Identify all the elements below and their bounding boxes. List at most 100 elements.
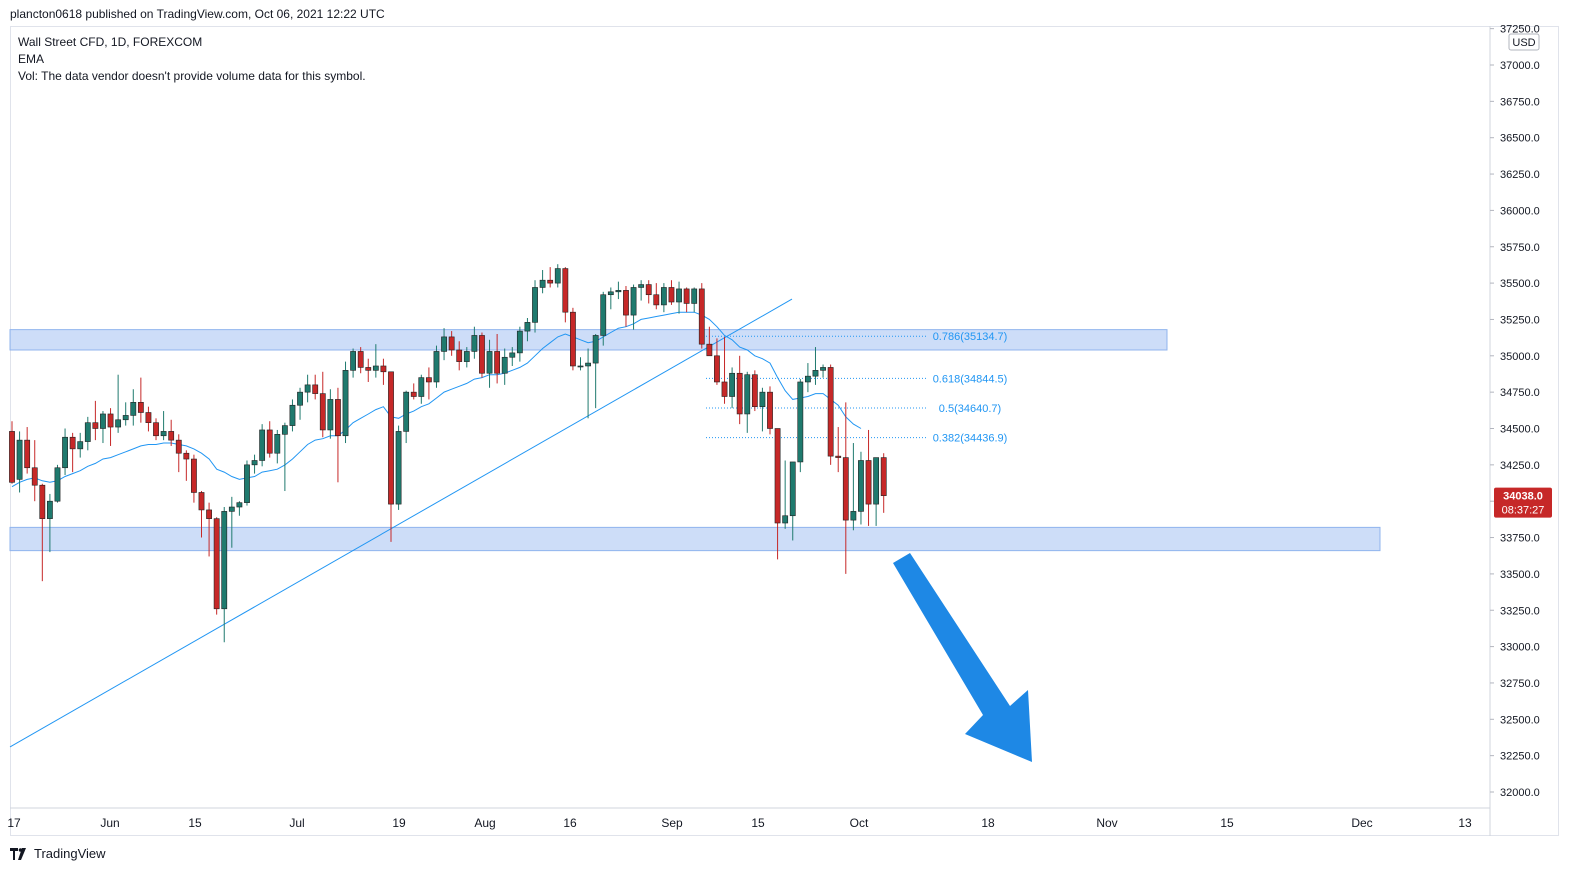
candle-body [751, 374, 758, 407]
candle-body [69, 436, 76, 450]
trendline [9, 298, 793, 748]
candle [736, 355, 743, 425]
candle [865, 429, 872, 526]
candle [873, 457, 880, 526]
candle-body [774, 428, 781, 524]
candle-body [327, 399, 334, 431]
candle-body [789, 461, 796, 517]
y-tick-label: 35250.0 [1500, 314, 1540, 326]
candle [274, 429, 281, 464]
candle [585, 348, 591, 419]
candle-body [266, 429, 273, 454]
candle-body [403, 391, 410, 432]
candle-body [653, 294, 660, 306]
candle [486, 339, 493, 388]
candle [721, 336, 728, 404]
candle [297, 387, 303, 420]
candle-body [479, 335, 485, 374]
candle-body [516, 330, 523, 354]
candle-body [380, 365, 387, 373]
candle [653, 283, 660, 310]
candle [244, 460, 250, 506]
x-tick-label: 13 [1458, 816, 1472, 830]
candle [554, 264, 561, 288]
candle [46, 493, 53, 553]
candle-body [312, 384, 319, 394]
candle [39, 483, 46, 582]
candle [706, 326, 713, 357]
candle [683, 287, 690, 313]
candle-body [706, 343, 713, 357]
candle-body [767, 391, 773, 429]
x-tick-label: 16 [563, 816, 577, 830]
candle [516, 326, 523, 362]
y-tick-label: 33250.0 [1500, 605, 1540, 617]
candle-body [289, 404, 296, 426]
tradingview-logo[interactable]: TradingView [10, 846, 106, 861]
y-tick-label: 32250.0 [1500, 751, 1540, 763]
candle-body [335, 399, 341, 437]
candle-body [16, 439, 23, 480]
candles [9, 264, 887, 643]
candle-body [342, 370, 349, 437]
candle-body [607, 291, 614, 296]
y-tick-label: 34500.0 [1500, 424, 1540, 436]
candle [153, 418, 159, 441]
x-tick-label: Oct [850, 816, 869, 830]
last-price-label: 34038.0 [1503, 491, 1543, 503]
candle-body [827, 367, 834, 457]
candle [820, 364, 826, 378]
candle [797, 379, 804, 473]
candle-body [623, 290, 629, 316]
candle-body [782, 515, 789, 524]
candle [744, 371, 751, 433]
y-tick-label: 36000.0 [1500, 205, 1540, 217]
brand-label: TradingView [34, 846, 106, 861]
candle-body [372, 365, 379, 371]
candle [259, 424, 266, 467]
candle [115, 374, 122, 433]
candle [191, 454, 197, 503]
candle-body [357, 351, 364, 368]
candle-body [244, 464, 250, 503]
candle-body [191, 458, 197, 493]
candle-body [547, 279, 554, 284]
y-tick-label: 32000.0 [1500, 787, 1540, 799]
zone-rect [9, 526, 1381, 552]
candle-body [570, 311, 576, 367]
y-tick-label: 37250.0 [1500, 24, 1540, 36]
candle-body [509, 352, 516, 358]
candle [380, 358, 387, 385]
candle [623, 286, 629, 327]
x-tick-label: 15 [1220, 816, 1234, 830]
candle-body [554, 268, 561, 284]
candle [751, 370, 758, 412]
candle [698, 283, 705, 349]
candle-body [410, 391, 417, 397]
publisher-line: plancton0618 published on TradingView.co… [10, 7, 385, 21]
candle [767, 386, 773, 435]
candle-body [77, 441, 84, 450]
y-tick-label: 35750.0 [1500, 242, 1540, 254]
candle [418, 374, 425, 404]
x-tick-label: 17 [7, 816, 21, 830]
candle [175, 434, 182, 473]
candle [84, 416, 91, 451]
candle [69, 432, 76, 473]
currency-box [1508, 33, 1540, 51]
candle [592, 333, 599, 409]
candle-body [198, 492, 205, 511]
fib-level-label: 0.786(35134.7) [933, 331, 1008, 343]
x-tick-label: 18 [981, 816, 995, 830]
candle [350, 348, 356, 378]
candle-body [714, 355, 720, 383]
candle [645, 280, 652, 304]
x-tick-label: Jun [100, 816, 119, 830]
candle [410, 383, 417, 400]
candle [372, 344, 379, 378]
candle-body [759, 391, 766, 407]
candle [31, 440, 38, 502]
candle-body [676, 288, 682, 303]
candle [183, 450, 190, 481]
